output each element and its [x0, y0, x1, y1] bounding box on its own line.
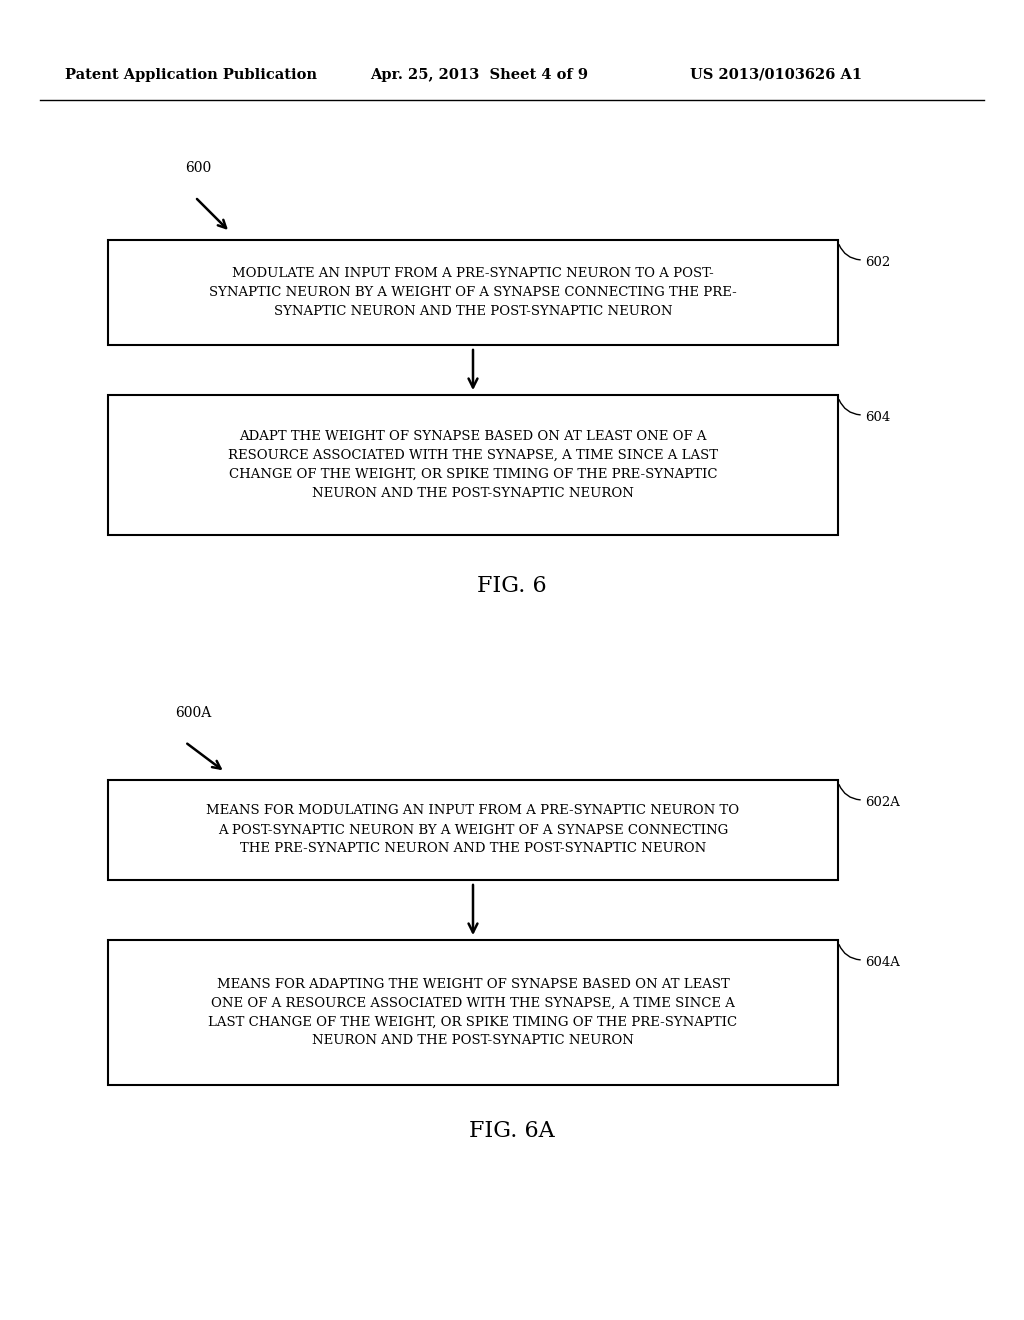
Text: MEANS FOR MODULATING AN INPUT FROM A PRE-SYNAPTIC NEURON TO
A POST-SYNAPTIC NEUR: MEANS FOR MODULATING AN INPUT FROM A PRE… [207, 804, 739, 855]
Bar [108, 780, 838, 880]
Text: 602: 602 [865, 256, 890, 269]
Text: ADAPT THE WEIGHT OF SYNAPSE BASED ON AT LEAST ONE OF A
RESOURCE ASSOCIATED WITH : ADAPT THE WEIGHT OF SYNAPSE BASED ON AT … [228, 430, 718, 500]
Bar [108, 240, 838, 345]
Bar [108, 395, 838, 535]
Text: MEANS FOR ADAPTING THE WEIGHT OF SYNAPSE BASED ON AT LEAST
ONE OF A RESOURCE ASS: MEANS FOR ADAPTING THE WEIGHT OF SYNAPSE… [209, 978, 737, 1048]
Text: 600A: 600A [175, 706, 211, 719]
Text: Patent Application Publication: Patent Application Publication [65, 69, 317, 82]
Bar [108, 940, 838, 1085]
Text: Apr. 25, 2013  Sheet 4 of 9: Apr. 25, 2013 Sheet 4 of 9 [370, 69, 588, 82]
Text: FIG. 6A: FIG. 6A [469, 1119, 555, 1142]
Text: MODULATE AN INPUT FROM A PRE-SYNAPTIC NEURON TO A POST-
SYNAPTIC NEURON BY A WEI: MODULATE AN INPUT FROM A PRE-SYNAPTIC NE… [209, 267, 737, 318]
Text: FIG. 6: FIG. 6 [477, 576, 547, 597]
Text: 602A: 602A [865, 796, 900, 809]
Text: 604A: 604A [865, 956, 900, 969]
Text: US 2013/0103626 A1: US 2013/0103626 A1 [690, 69, 862, 82]
Text: 604: 604 [865, 411, 890, 424]
Text: 600: 600 [185, 161, 211, 176]
